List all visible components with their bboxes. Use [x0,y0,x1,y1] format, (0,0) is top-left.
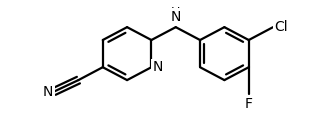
Text: N: N [171,10,181,24]
Text: H: H [171,6,181,19]
Text: Cl: Cl [275,20,288,34]
Text: N: N [43,85,53,99]
Text: N: N [153,60,163,74]
Text: F: F [245,97,253,111]
